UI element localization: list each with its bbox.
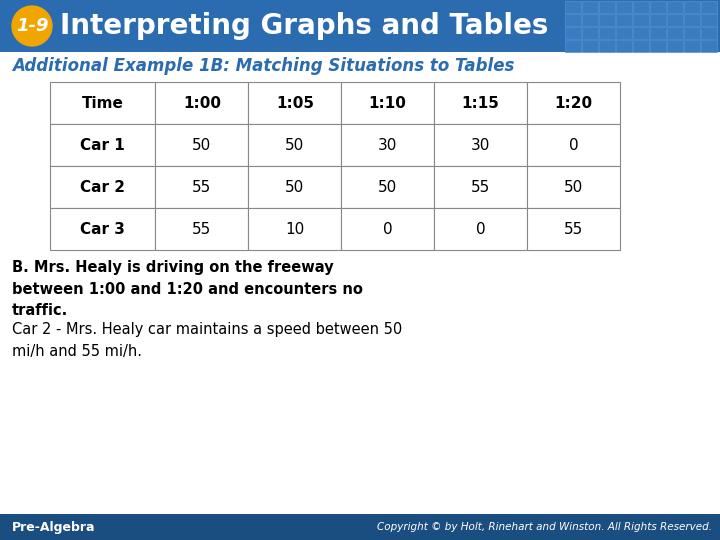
Text: 1:05: 1:05 [276,96,314,111]
Bar [633,1,649,13]
Text: Interpreting Graphs and Tables: Interpreting Graphs and Tables [60,12,549,40]
Text: 55: 55 [192,179,212,194]
Bar [599,14,615,26]
Text: Copyright © by Holt, Rinehart and Winston. All Rights Reserved.: Copyright © by Holt, Rinehart and Winsto… [377,522,712,532]
Text: 1:20: 1:20 [554,96,593,111]
Bar [248,82,341,124]
Text: Time: Time [82,96,124,111]
Bar [527,82,620,124]
Bar [616,14,632,26]
Bar [684,27,700,39]
Circle shape [12,6,52,46]
Text: 50: 50 [564,179,583,194]
Bar [0,514,720,540]
Bar [701,1,717,13]
Bar [527,208,620,250]
Bar [156,208,248,250]
Bar [434,82,527,124]
Bar [565,40,581,52]
Bar [248,124,341,166]
Text: 55: 55 [471,179,490,194]
Bar [341,82,434,124]
Bar [582,1,598,13]
Text: 55: 55 [192,221,212,237]
Bar [582,40,598,52]
Text: B. Mrs. Healy is driving on the freeway
between 1:00 and 1:20 and encounters no
: B. Mrs. Healy is driving on the freeway … [12,260,363,318]
Bar [50,124,156,166]
Text: 50: 50 [285,138,305,152]
Text: Car 3: Car 3 [81,221,125,237]
Bar [527,166,620,208]
Bar [248,166,341,208]
Bar [156,166,248,208]
Text: 55: 55 [564,221,583,237]
Text: 1-9: 1-9 [16,17,48,35]
Bar [0,0,720,52]
Text: 1:10: 1:10 [369,96,407,111]
Bar [616,27,632,39]
Bar [341,208,434,250]
Bar [599,27,615,39]
Bar [633,14,649,26]
Text: 0: 0 [383,221,392,237]
Text: 30: 30 [378,138,397,152]
Bar [527,124,620,166]
Text: 1:00: 1:00 [183,96,221,111]
Bar [650,1,666,13]
Bar [701,40,717,52]
Bar [650,14,666,26]
Bar [50,166,156,208]
Bar [616,1,632,13]
Bar [341,124,434,166]
Text: Pre-Algebra: Pre-Algebra [12,521,96,534]
Bar [667,40,683,52]
Bar [599,40,615,52]
Text: 50: 50 [285,179,305,194]
Bar [667,1,683,13]
Text: Car 1: Car 1 [81,138,125,152]
Text: Car 2: Car 2 [80,179,125,194]
Bar [248,208,341,250]
Bar [565,1,581,13]
Bar [156,124,248,166]
Bar [684,14,700,26]
Text: 30: 30 [471,138,490,152]
Bar [434,208,527,250]
Bar [684,40,700,52]
Bar [684,1,700,13]
Text: 50: 50 [378,179,397,194]
Bar [633,40,649,52]
Text: Additional Example 1B: Matching Situations to Tables: Additional Example 1B: Matching Situatio… [12,57,514,75]
Text: 1:15: 1:15 [462,96,500,111]
Text: 0: 0 [476,221,485,237]
Bar [434,124,527,166]
Bar [650,27,666,39]
Bar [701,27,717,39]
Bar [650,40,666,52]
Text: 0: 0 [569,138,578,152]
Bar [582,27,598,39]
Bar [667,27,683,39]
Bar [565,14,581,26]
Bar [565,27,581,39]
Bar [341,166,434,208]
Bar [50,208,156,250]
Bar [582,14,598,26]
Bar [701,14,717,26]
Bar [50,82,156,124]
Bar [156,82,248,124]
Text: 50: 50 [192,138,212,152]
Text: Car 2 - Mrs. Healy car maintains a speed between 50
mi/h and 55 mi/h.: Car 2 - Mrs. Healy car maintains a speed… [12,322,402,359]
Bar [599,1,615,13]
Text: 10: 10 [285,221,305,237]
Bar [434,166,527,208]
Bar [616,40,632,52]
Bar [633,27,649,39]
Bar [667,14,683,26]
